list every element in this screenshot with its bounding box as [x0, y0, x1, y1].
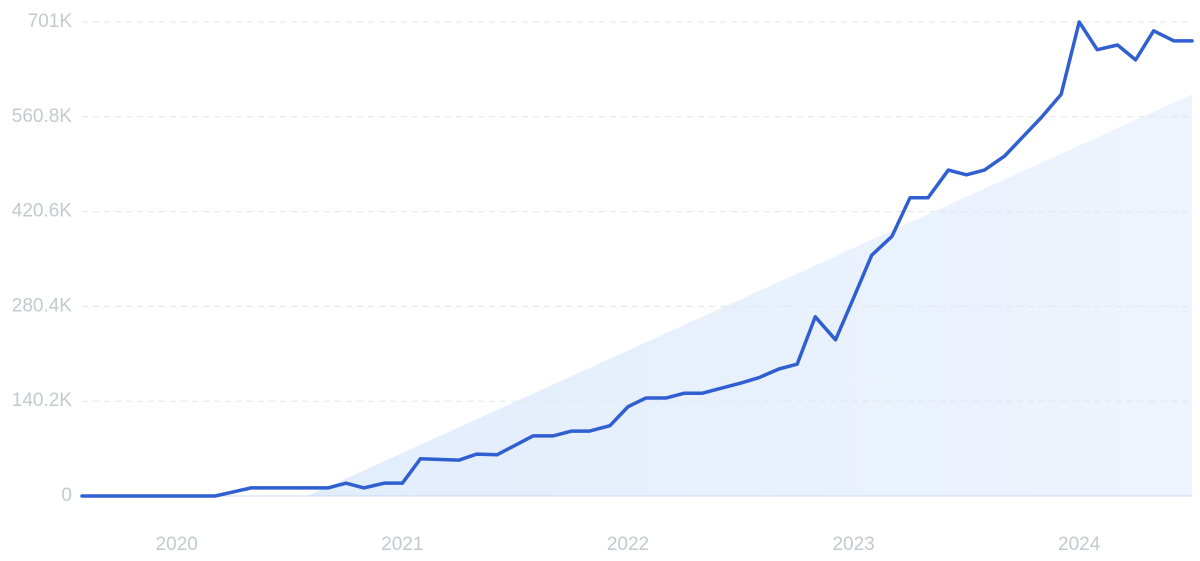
- y-tick-label: 280.4K: [12, 295, 73, 316]
- y-tick-label: 0: [61, 485, 72, 506]
- y-tick-label: 420.6K: [12, 201, 73, 222]
- y-tick-label: 140.2K: [12, 390, 73, 411]
- y-tick-label: 560.8K: [12, 106, 73, 127]
- x-tick-label: 2024: [1058, 534, 1101, 555]
- x-tick-label: 2020: [156, 534, 198, 555]
- y-tick-label: 701K: [28, 11, 73, 32]
- x-tick-label: 2022: [607, 534, 649, 555]
- trend-area: [307, 94, 1192, 497]
- x-tick-label: 2023: [832, 534, 874, 555]
- line: [80, 20, 1194, 498]
- x-tick-label: 2021: [381, 534, 423, 555]
